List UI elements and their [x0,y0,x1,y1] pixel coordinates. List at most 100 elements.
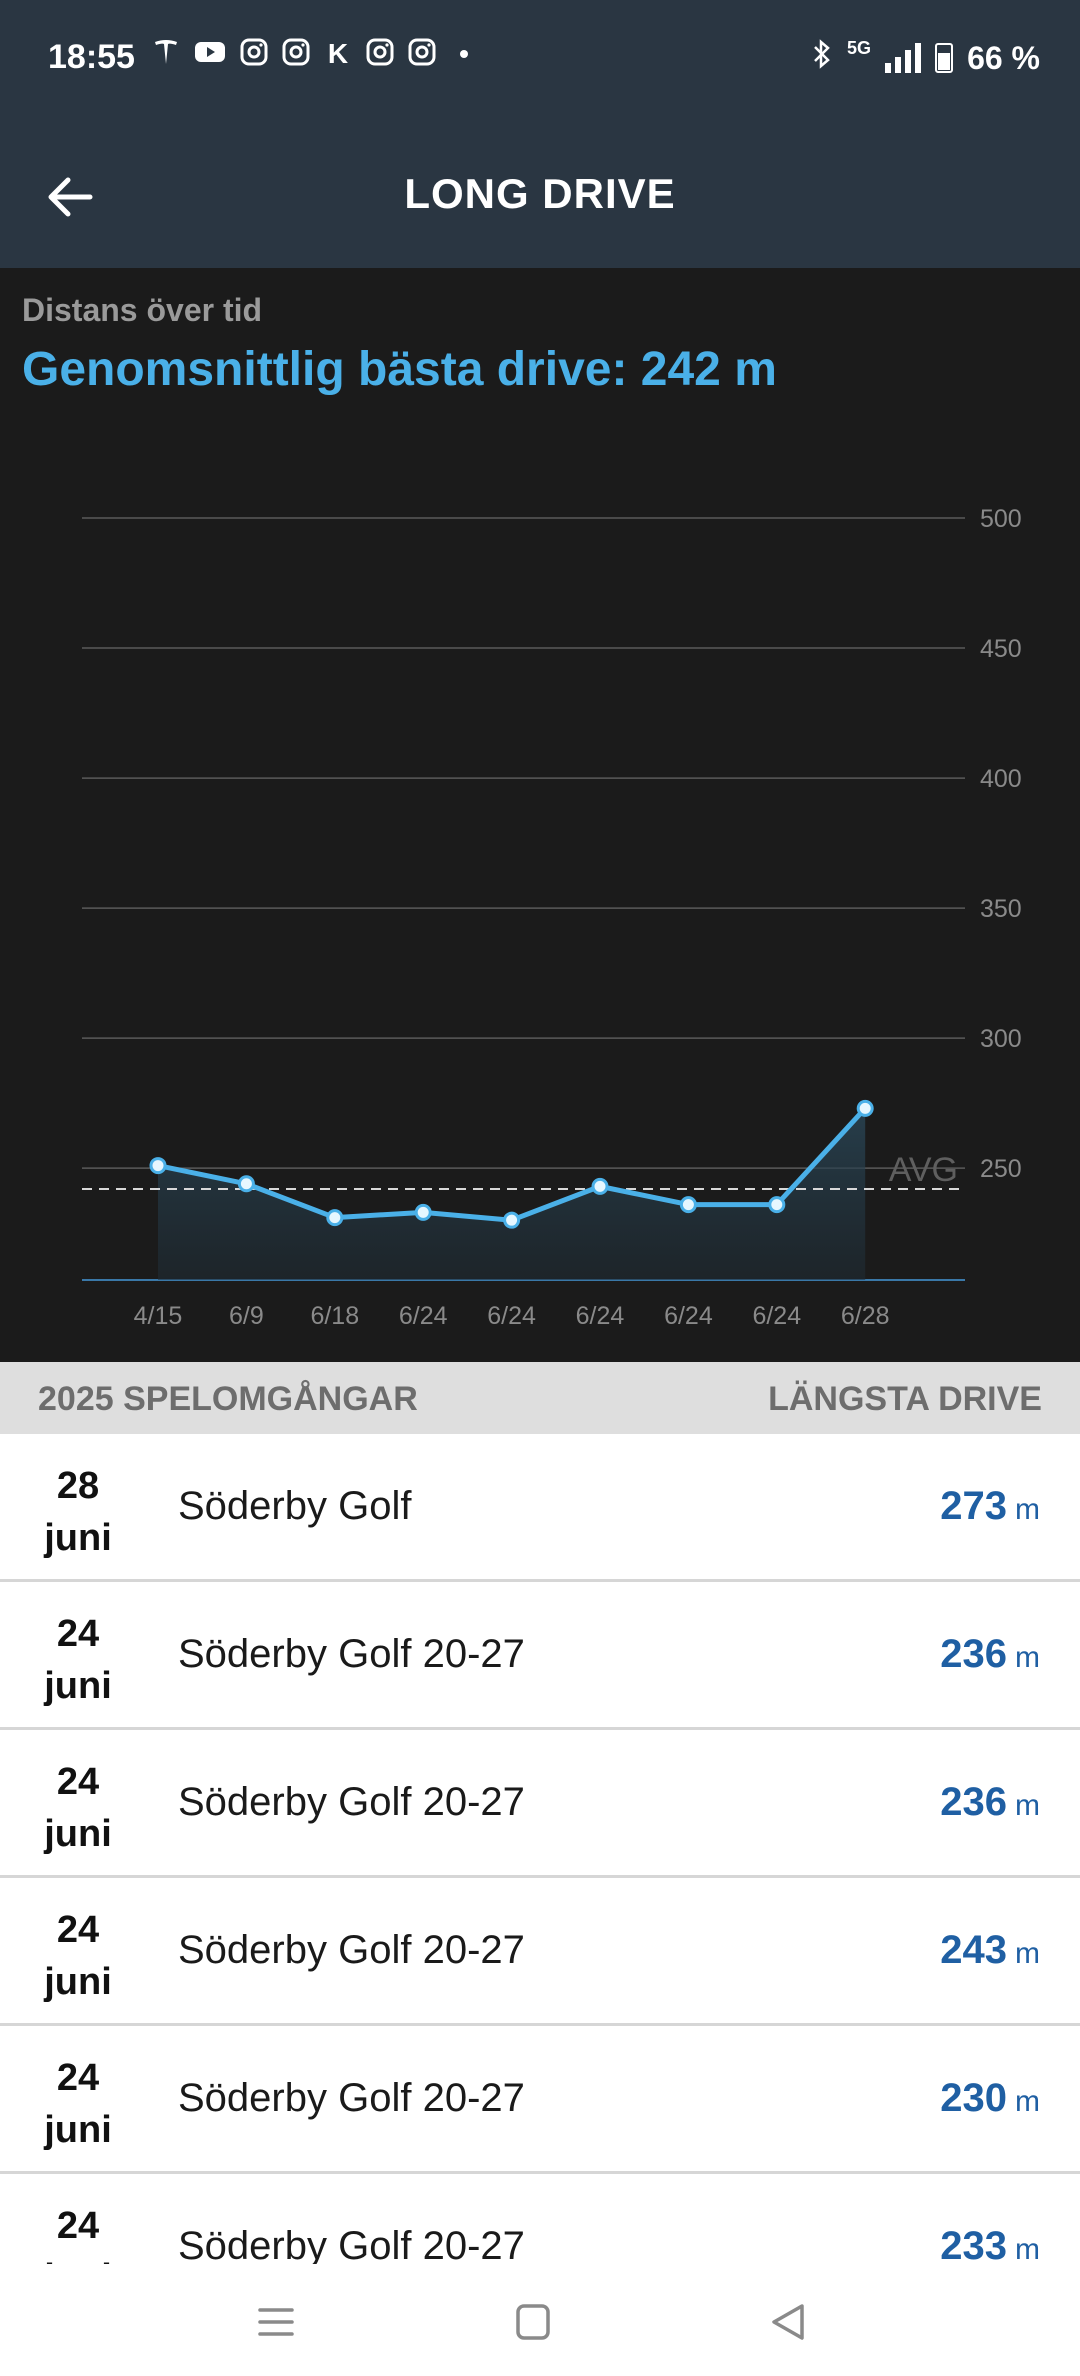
back-arrow-icon[interactable] [42,162,112,232]
y-tick-label: 250 [980,1155,1022,1183]
x-tick-label: 6/24 [752,1302,801,1330]
app-bar: LONG DRIVE [0,118,1080,268]
round-month: juni [44,2109,112,2151]
notification-icons: K [152,38,478,73]
drive-number: 233 [940,2224,1007,2264]
y-tick-label: 500 [980,505,1022,533]
drive-number: 236 [940,1780,1007,1824]
status-right: 5G 66 % [811,38,1040,78]
round-month: juni [44,1665,112,1707]
course-name: Söderby Golf 20-27 [178,2076,525,2120]
y-tick-label: 350 [980,895,1022,923]
status-bar: 18:55 K 5G 66 % [0,0,1080,118]
drive-value: 273 m [940,1484,1040,1529]
course-name: Söderby Golf 20-27 [178,1780,525,1824]
data-point [768,1196,786,1214]
round-month: juni [44,1961,112,2003]
drive-number: 273 [940,1484,1007,1528]
drive-value: 233 m [940,2224,1040,2264]
data-point [237,1175,255,1193]
round-day: 24 [56,2205,100,2247]
chart-subtitle: Distans över tid [22,292,263,328]
drive-unit: m [1015,1641,1040,1674]
drive-value: 243 m [940,1928,1040,1973]
instagram-icon [366,38,394,73]
drive-unit: m [1015,1937,1040,1970]
drive-value: 236 m [940,1780,1040,1825]
drive-number: 230 [940,2076,1007,2120]
list-item[interactable]: 28 juni Söderby Golf 273 m [0,1434,1080,1582]
data-point [326,1209,344,1227]
k-icon: K [327,38,349,69]
round-day: 28 [56,1465,100,1507]
rounds-header: 2025 SPELOMGÅNGAR [38,1380,418,1418]
course-name: Söderby Golf 20-27 [178,1632,525,1676]
dot-icon [450,38,478,73]
table-header: 2025 SPELOMGÅNGAR LÄNGSTA DRIVE [0,1362,1080,1434]
round-date: 24 juni [0,1608,156,1712]
battery-level: 66 % [967,39,1040,76]
network-label: 5G [847,38,872,58]
round-date: 24 juni [0,2200,156,2264]
x-tick-label: 6/9 [229,1302,264,1330]
tesla-icon [152,38,180,73]
bluetooth-icon [811,38,833,78]
round-day: 24 [56,1909,100,1951]
drive-value: 230 m [940,2076,1040,2121]
round-date: 28 juni [0,1460,156,1564]
course-name: Söderby Golf [178,1484,412,1528]
instagram-icon [408,38,436,73]
round-month: juni [44,1813,112,1855]
drive-value: 236 m [940,1632,1040,1677]
data-point [414,1203,432,1221]
back-triangle-icon[interactable] [758,2292,818,2352]
drive-number: 243 [940,1928,1007,1972]
round-day: 24 [56,1761,100,1803]
list-item[interactable]: 24 juni Söderby Golf 20-27 233 m [0,2174,1080,2264]
list-item[interactable]: 24 juni Söderby Golf 20-27 243 m [0,1878,1080,2026]
y-tick-label: 400 [980,765,1022,793]
round-month: juni [44,1517,112,1559]
youtube-icon [194,38,226,73]
signal-icon [885,43,922,73]
longest-drive-header: LÄNGSTA DRIVE [768,1380,1042,1418]
round-date: 24 juni [0,1904,156,2008]
chart-headline: Genomsnittlig bästa drive: 242 m [22,343,777,396]
x-tick-label: 4/15 [134,1302,183,1330]
data-point [503,1211,521,1229]
system-nav-bar [0,2264,1080,2376]
round-date: 24 juni [0,1756,156,1860]
x-tick-label: 6/24 [487,1302,536,1330]
drive-unit: m [1015,2085,1040,2118]
round-day: 24 [56,2057,100,2099]
drive-unit: m [1015,1493,1040,1526]
average-label: AVG [889,1151,958,1189]
instagram-icon [282,38,310,73]
x-tick-label: 6/18 [310,1302,359,1330]
round-day: 24 [56,1613,100,1655]
recents-icon[interactable] [246,2292,306,2352]
y-tick-label: 300 [980,1025,1022,1053]
data-point [591,1177,609,1195]
x-tick-label: 6/28 [841,1302,890,1330]
x-tick-label: 6/24 [664,1302,713,1330]
data-point [679,1196,697,1214]
distance-chart: 250 300 350 400 450 500 AVG 4/15 6/9 6/18 6/24 6/24… [82,505,1022,1330]
round-month: juni [0,2252,156,2264]
list-item[interactable]: 24 juni Söderby Golf 20-27 236 m [0,1582,1080,1730]
y-tick-label: 450 [980,635,1022,663]
list-item[interactable]: 24 juni Söderby Golf 20-27 236 m [0,1730,1080,1878]
page-title: LONG DRIVE [404,170,676,217]
data-point [856,1099,874,1117]
course-name: Söderby Golf 20-27 [178,1928,525,1972]
round-date: 24 juni [0,2052,156,2156]
battery-icon [935,43,954,73]
drive-unit: m [1015,1789,1040,1822]
list-item[interactable]: 24 juni Söderby Golf 20-27 230 m [0,2026,1080,2174]
home-icon[interactable] [503,2292,563,2352]
chart-panel: 250 300 350 400 450 500 AVG 4/15 6/9 6/18 6/24 6/24… [0,268,1080,1362]
rounds-list[interactable]: 28 juni Söderby Golf 273 m 24 juni Söderb… [0,1434,1080,2264]
drive-unit: m [1015,2233,1040,2264]
drive-number: 236 [940,1632,1007,1676]
course-name: Söderby Golf 20-27 [178,2224,525,2264]
